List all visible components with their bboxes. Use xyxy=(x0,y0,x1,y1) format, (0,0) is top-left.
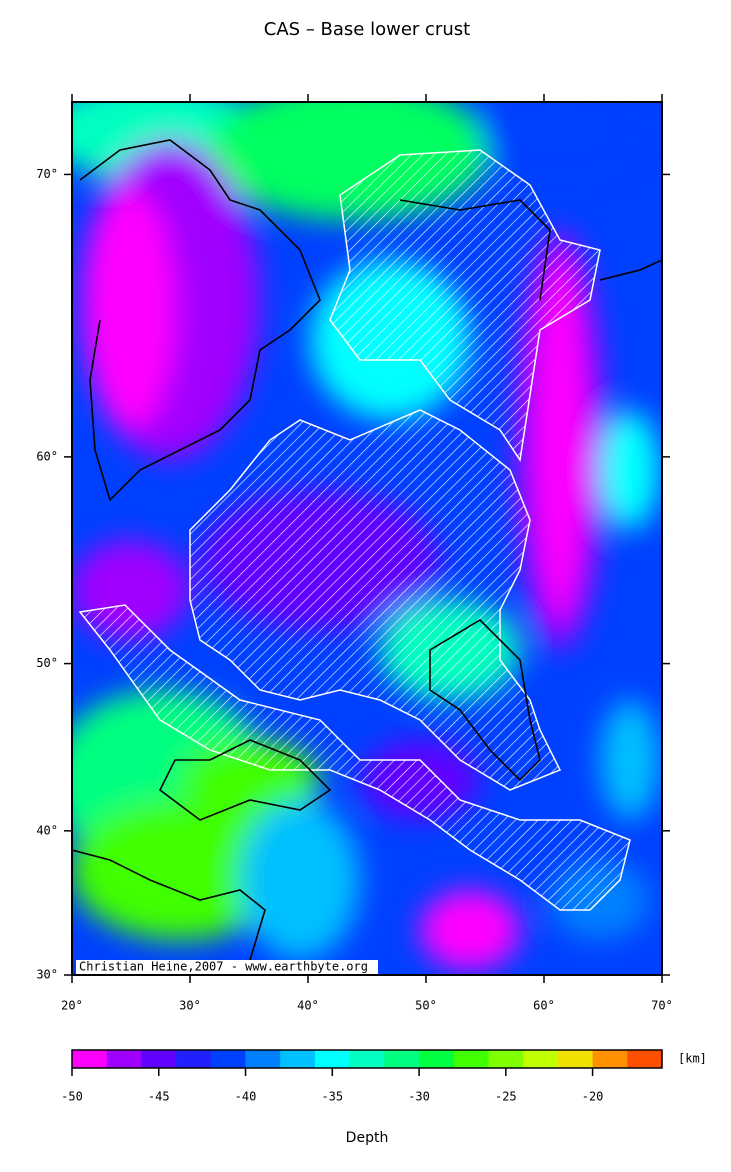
map-frame xyxy=(71,101,663,976)
colorbar-swatch xyxy=(72,1050,108,1068)
colorbar-tick-label: -30 xyxy=(408,1090,430,1104)
colorbar-swatch xyxy=(210,1050,246,1068)
colorbar-swatch xyxy=(176,1050,212,1068)
map-title: CAS – Base lower crust xyxy=(264,19,470,40)
depth-field xyxy=(72,102,662,975)
colorbar-swatch xyxy=(384,1050,420,1068)
colorbar-tick-label: -45 xyxy=(148,1090,170,1104)
colorbar-swatch xyxy=(592,1050,628,1068)
colorbar-unit: [km] xyxy=(678,1052,707,1066)
hatched-region xyxy=(78,149,631,911)
colorbar-swatch xyxy=(280,1050,316,1068)
x-tick-label: 20° xyxy=(61,999,83,1013)
colorbar-tick-label: -35 xyxy=(321,1090,343,1104)
colorbar-swatch xyxy=(557,1050,593,1068)
colorbar-swatch xyxy=(106,1050,142,1068)
colorbar-tick-label: -50 xyxy=(61,1090,83,1104)
colorbar-swatch xyxy=(314,1050,350,1068)
x-tick-label: 40° xyxy=(297,999,319,1013)
coastline xyxy=(72,139,662,961)
x-tick-label: 30° xyxy=(179,999,201,1013)
y-tick-label: 30° xyxy=(36,968,58,982)
credit: Christian Heine,2007 - www.earthbyte.org xyxy=(79,960,368,974)
colorbar-swatch xyxy=(488,1050,524,1068)
colorbar-swatch xyxy=(141,1050,177,1068)
colorbar-swatch xyxy=(627,1050,663,1068)
x-tick-label: 70° xyxy=(651,999,673,1013)
colorbar-swatch xyxy=(349,1050,385,1068)
colorbar-swatch xyxy=(419,1050,455,1068)
y-tick-label: 50° xyxy=(36,656,58,670)
y-tick-label: 60° xyxy=(36,449,58,463)
colorbar-tick-label: -25 xyxy=(495,1090,517,1104)
colorbar-swatch xyxy=(245,1050,281,1068)
y-tick-label: 70° xyxy=(36,167,58,181)
x-tick-label: 50° xyxy=(415,999,437,1013)
x-tick-label: 60° xyxy=(533,999,555,1013)
credit-box xyxy=(76,960,378,974)
colorbar-swatch xyxy=(453,1050,489,1068)
colorbar-label: Depth xyxy=(346,1130,389,1146)
colorbar-swatch xyxy=(523,1050,559,1068)
colorbar-tick-label: -40 xyxy=(235,1090,257,1104)
colorbar-tick-label: -20 xyxy=(582,1090,604,1104)
colorbar-frame xyxy=(71,1049,663,1069)
y-tick-label: 40° xyxy=(36,823,58,837)
